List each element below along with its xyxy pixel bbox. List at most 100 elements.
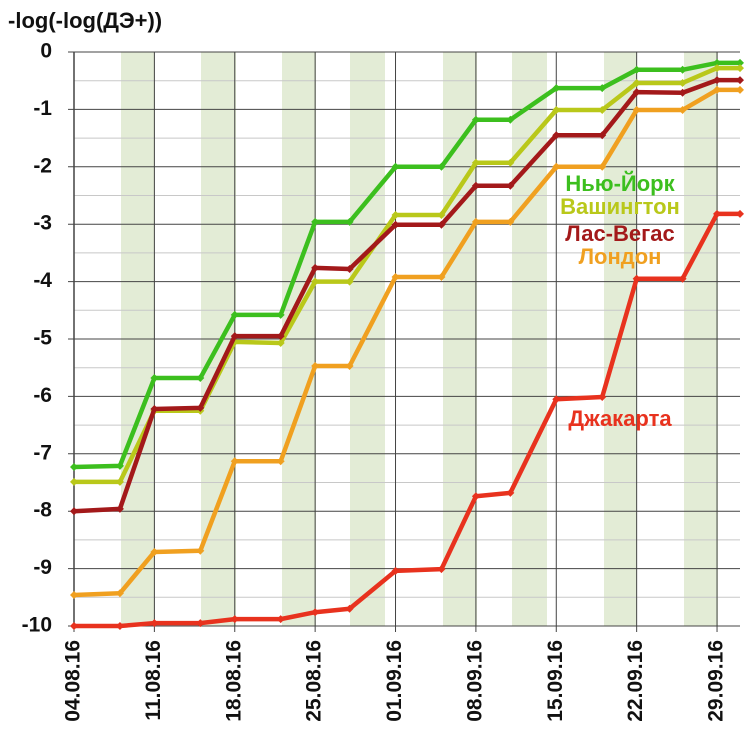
point <box>678 78 687 87</box>
point <box>345 277 354 286</box>
point <box>311 277 320 286</box>
point <box>552 395 561 404</box>
point <box>150 619 159 628</box>
point <box>276 310 285 319</box>
point <box>196 619 205 628</box>
x-tick-label: 15.09.16 <box>544 640 567 722</box>
series-line <box>73 87 740 598</box>
point <box>230 457 239 466</box>
point <box>713 76 722 85</box>
legend-label: Джакарта <box>568 406 672 431</box>
point <box>311 608 320 617</box>
y-tick-label: -4 <box>33 269 52 292</box>
point <box>471 492 480 501</box>
point <box>437 273 446 282</box>
point <box>736 209 744 218</box>
point <box>345 604 354 613</box>
point <box>713 64 722 73</box>
y-tick-label: -1 <box>33 97 52 120</box>
point <box>276 457 285 466</box>
point <box>552 105 561 114</box>
point <box>506 181 515 190</box>
point <box>506 488 515 497</box>
point <box>150 374 159 383</box>
point <box>391 273 400 282</box>
point <box>230 310 239 319</box>
point <box>196 374 205 383</box>
point <box>311 263 320 272</box>
point <box>678 65 687 74</box>
y-axis-title: -log(-log(ДЭ+)) <box>8 8 162 33</box>
legend-label: Вашингтон <box>560 194 680 219</box>
x-tick-label: 29.09.16 <box>705 640 728 722</box>
point <box>471 158 480 167</box>
point <box>736 76 744 85</box>
point <box>506 158 515 167</box>
point <box>678 105 687 114</box>
x-tick-label: 22.09.16 <box>624 640 647 722</box>
point <box>345 361 354 370</box>
x-tick-label: 04.08.16 <box>62 640 85 722</box>
point <box>115 589 124 598</box>
y-tick-label: -9 <box>33 556 52 579</box>
point <box>345 264 354 273</box>
x-tick-label: 25.08.16 <box>303 640 326 722</box>
y-tick-label: -7 <box>33 441 52 464</box>
y-tick-label: -8 <box>33 499 52 522</box>
point <box>115 477 124 486</box>
point <box>632 88 641 97</box>
point <box>115 504 124 513</box>
y-tick-label: -3 <box>33 212 52 235</box>
point <box>70 622 78 630</box>
y-tick-label: -2 <box>33 154 52 177</box>
point <box>632 78 641 87</box>
point <box>506 217 515 226</box>
point <box>437 565 446 574</box>
y-tick-label: -6 <box>33 384 52 407</box>
point <box>678 274 687 283</box>
legend-label: Лас-Вегас <box>565 221 675 246</box>
point <box>150 405 159 414</box>
point <box>70 463 78 472</box>
point <box>632 105 641 114</box>
point <box>471 181 480 190</box>
point <box>115 622 124 630</box>
point <box>736 58 744 67</box>
point <box>598 162 607 171</box>
point <box>391 220 400 229</box>
point <box>506 115 515 124</box>
point <box>276 339 285 348</box>
point <box>632 274 641 283</box>
point <box>70 591 78 600</box>
point <box>552 162 561 171</box>
x-tick-label: 01.09.16 <box>383 640 406 722</box>
point <box>311 361 320 370</box>
point <box>678 88 687 97</box>
x-tick-label: 08.09.16 <box>463 640 486 722</box>
point <box>437 162 446 171</box>
point <box>70 477 78 486</box>
point <box>552 131 561 140</box>
point <box>552 84 561 93</box>
point <box>196 546 205 555</box>
point <box>598 105 607 114</box>
point <box>632 65 641 74</box>
point <box>598 84 607 93</box>
legend-label: Нью-Йорк <box>565 171 675 196</box>
point <box>713 58 722 67</box>
point <box>276 332 285 341</box>
point <box>437 211 446 220</box>
series-line <box>73 77 740 514</box>
y-tick-label: 0 <box>40 40 52 63</box>
point <box>598 131 607 140</box>
point <box>70 507 78 516</box>
point <box>391 162 400 171</box>
point <box>345 217 354 226</box>
series-line <box>74 65 740 485</box>
point <box>598 392 607 401</box>
point <box>115 461 124 470</box>
series-line <box>73 60 740 470</box>
legend-label: Лондон <box>579 244 662 269</box>
x-tick-label: 11.08.16 <box>142 640 165 721</box>
